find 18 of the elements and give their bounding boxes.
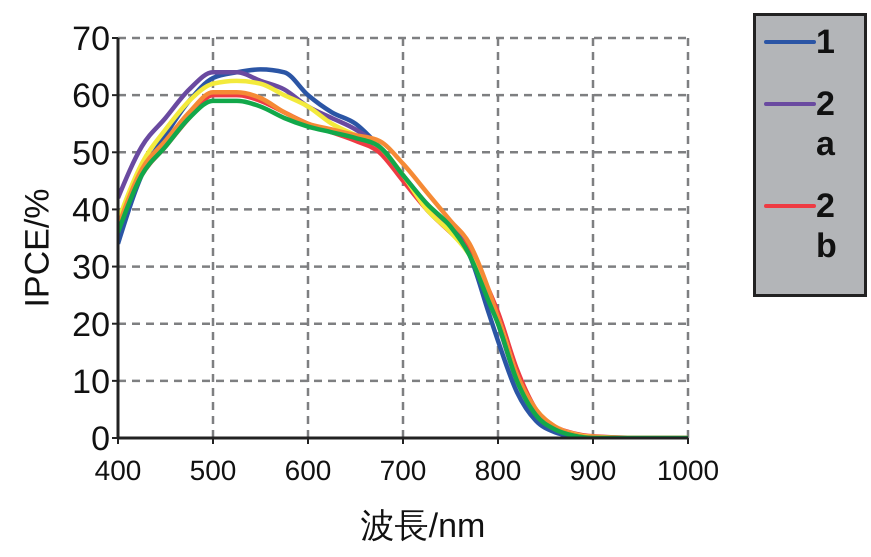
- x-tick-label: 800: [474, 454, 522, 486]
- legend-label: 2a: [816, 84, 836, 164]
- y-axis-title: IPCE/%: [18, 188, 58, 308]
- y-tick-label: 10: [72, 362, 110, 401]
- x-tick-label: 600: [284, 454, 332, 486]
- y-tick-label: 60: [72, 77, 110, 116]
- x-tick-label: 700: [380, 454, 426, 486]
- x-tick-label: 500: [190, 454, 236, 486]
- y-tick-label: 50: [72, 134, 110, 172]
- x-tick-label: 900: [570, 454, 616, 486]
- y-tick-label: 40: [72, 192, 110, 230]
- legend-label: 1: [816, 22, 836, 62]
- legend-label: 2b: [816, 186, 838, 266]
- y-tick-label: 20: [72, 306, 110, 344]
- y-tick-label: 30: [72, 248, 110, 287]
- x-tick-label: 1000: [656, 454, 720, 486]
- x-axis-title: 波長/nm: [360, 506, 486, 547]
- y-tick-label: 70: [72, 20, 110, 58]
